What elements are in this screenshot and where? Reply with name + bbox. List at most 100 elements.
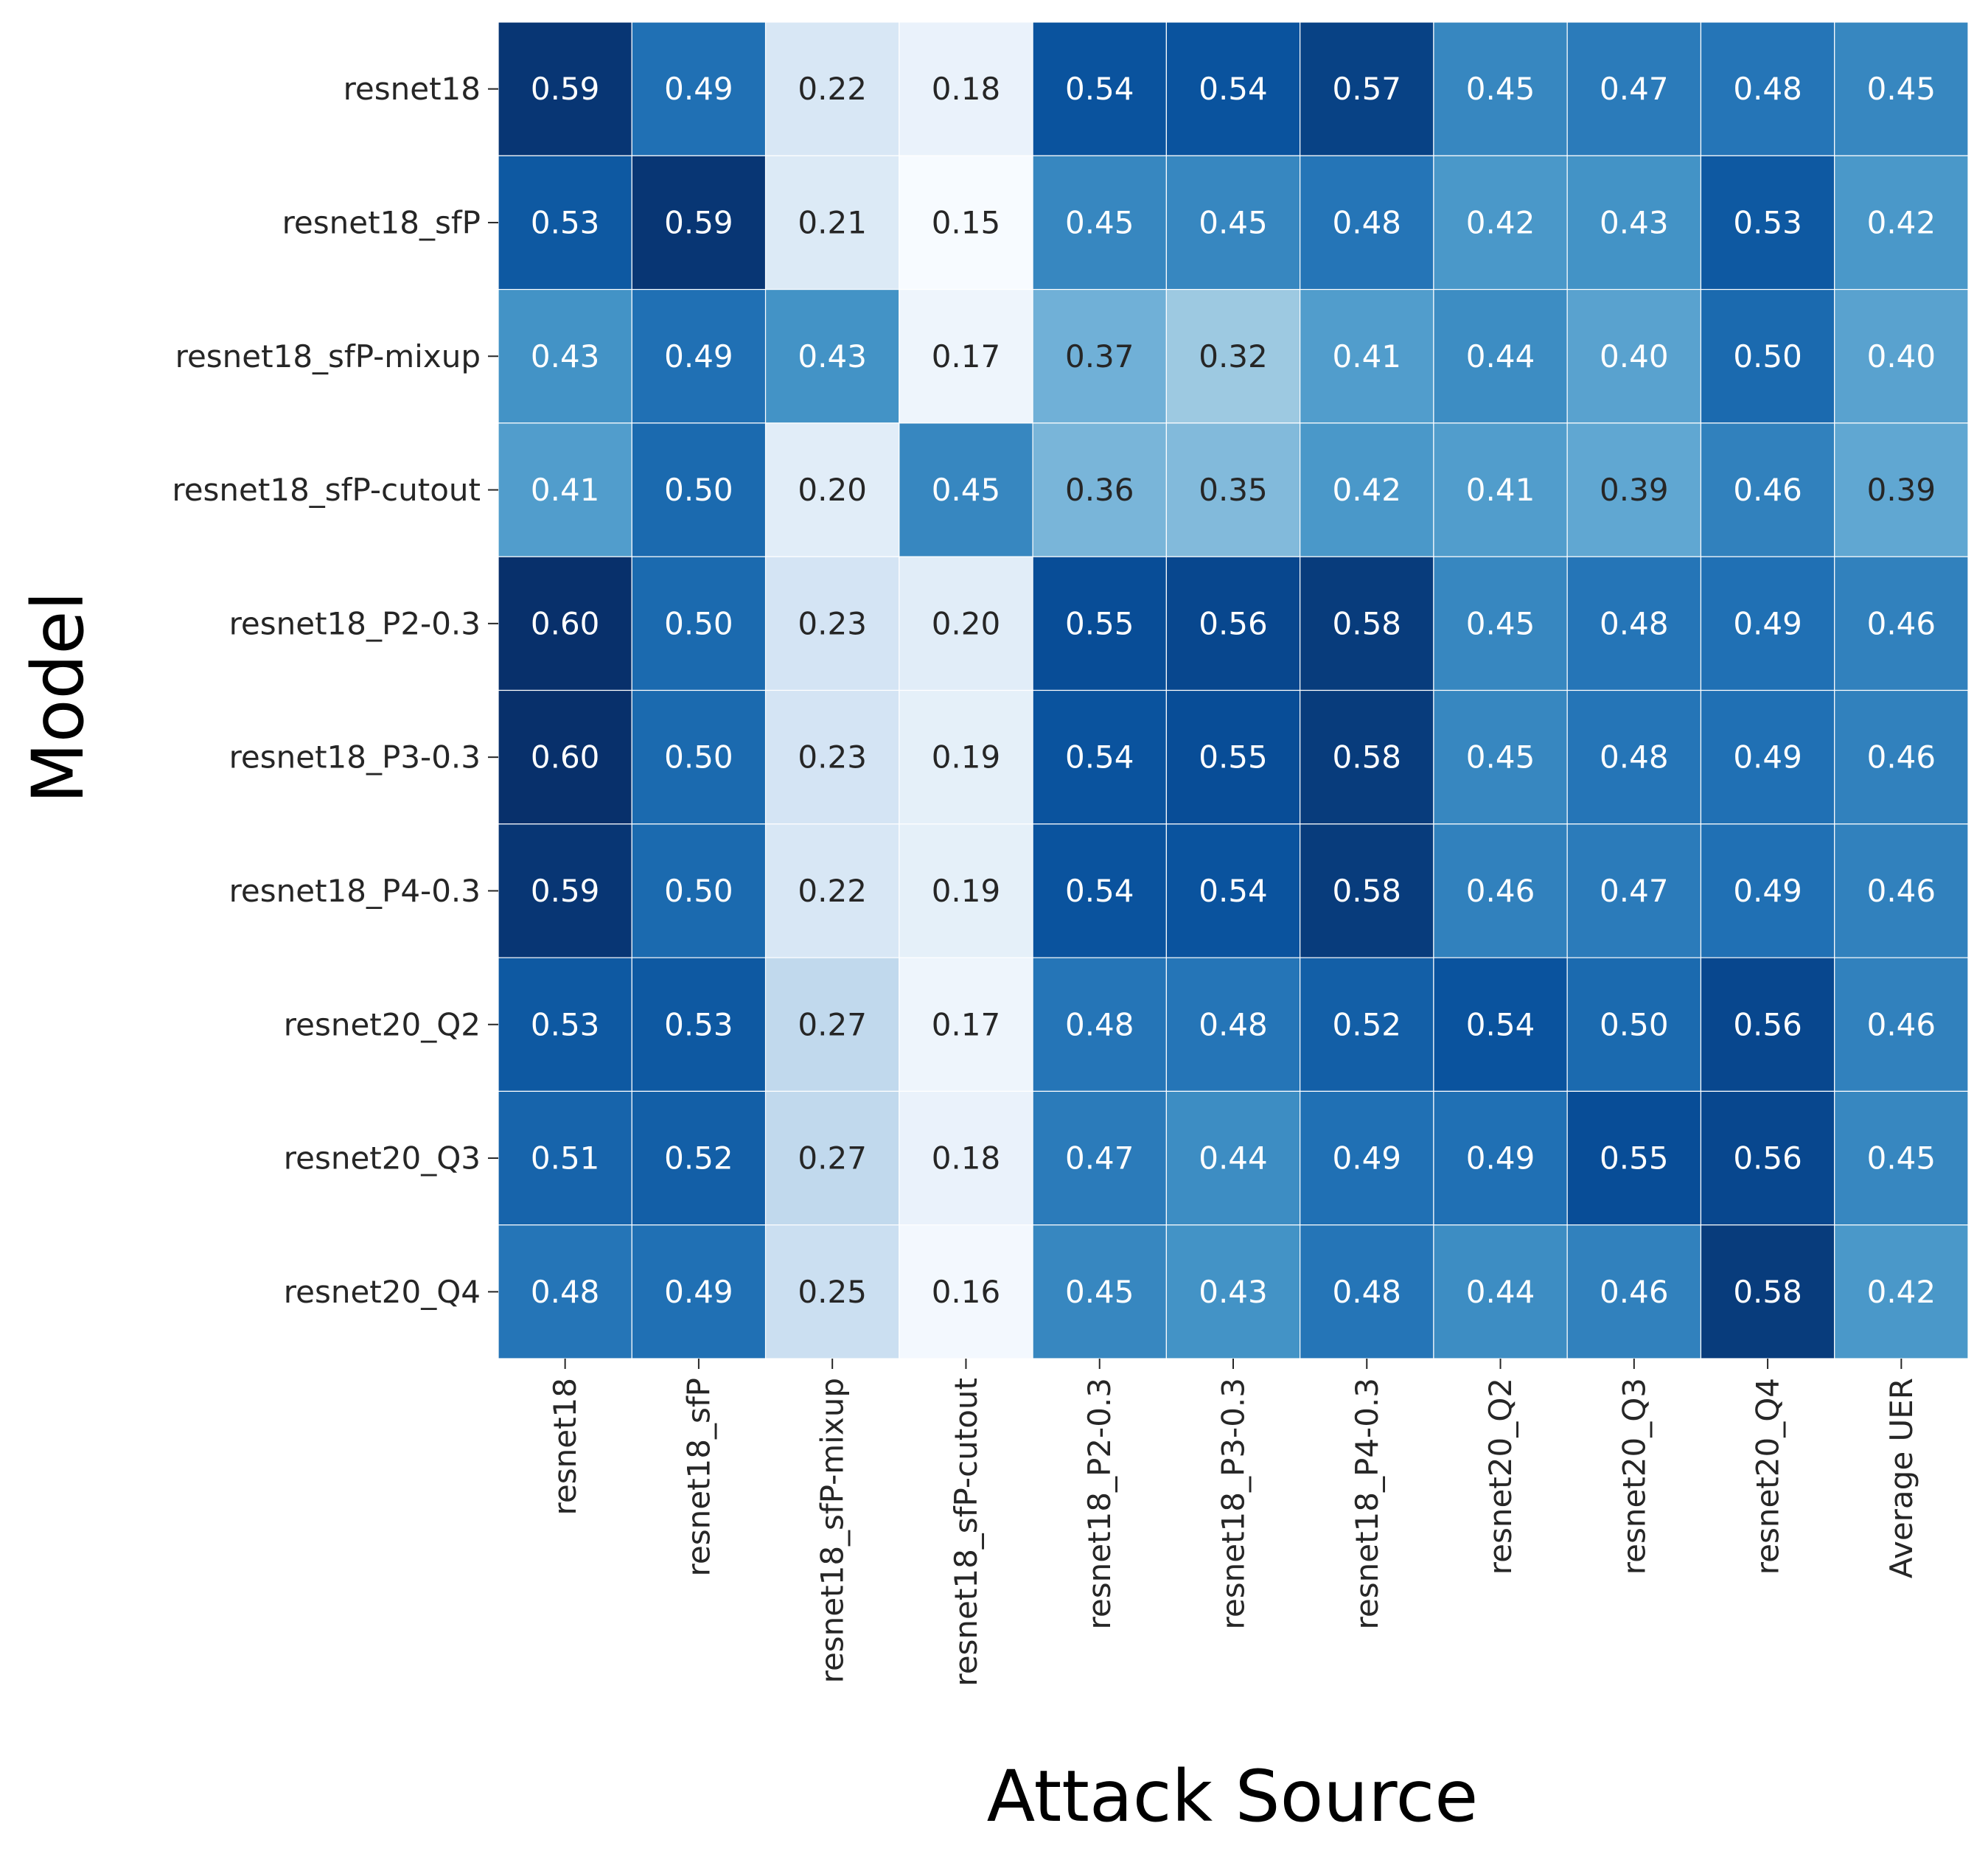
cell-value-label: 0.55 [1065, 605, 1134, 641]
x-tick-label: resnet20_Q4 [1750, 1378, 1786, 1575]
cell-value-label: 0.54 [1199, 873, 1268, 909]
heatmap-cell [1165, 689, 1301, 825]
cell-value-label: 0.48 [1333, 204, 1402, 240]
cell-value-label: 0.58 [1333, 873, 1402, 909]
cell-value-label: 0.22 [798, 873, 867, 909]
cell-value-label: 0.46 [1867, 605, 1936, 641]
cell-value-label: 0.58 [1333, 605, 1402, 641]
heatmap-cell [1300, 823, 1434, 958]
cell-value-label: 0.44 [1466, 1274, 1535, 1310]
x-tick-label: resnet20_Q3 [1616, 1378, 1652, 1575]
heatmap-cell [1165, 155, 1301, 290]
heatmap-cell [1300, 957, 1434, 1092]
y-axis-title: Model [17, 591, 100, 804]
cell-value-label: 0.59 [664, 204, 733, 240]
y-axis: resnet18 resnet18_sfP resnet18_sfP-mixupre… [172, 71, 498, 1310]
heatmap-cell [1700, 21, 1835, 156]
heatmap-cell [1165, 289, 1301, 424]
cell-value-label: 0.49 [1333, 1140, 1402, 1177]
cell-value-label: 0.43 [531, 338, 600, 374]
heatmap-cell [1165, 823, 1301, 958]
cell-value-label: 0.23 [798, 605, 867, 641]
cell-value-label: 0.23 [798, 739, 867, 776]
heatmap-cell [1700, 823, 1835, 958]
cell-value-label: 0.18 [932, 71, 1001, 107]
heatmap-cell [1300, 289, 1434, 424]
heatmap-cell [498, 155, 632, 290]
cell-value-label: 0.21 [798, 204, 867, 240]
cell-value-label: 0.49 [1466, 1140, 1535, 1177]
cell-value-label: 0.53 [1733, 204, 1802, 240]
heatmap-cell [1300, 689, 1434, 825]
cell-value-label: 0.20 [798, 472, 867, 508]
heatmap-cell [1165, 1090, 1301, 1226]
cell-value-label: 0.56 [1733, 1140, 1802, 1177]
cell-value-label: 0.54 [1065, 873, 1134, 909]
cell-value-label: 0.55 [1600, 1140, 1669, 1177]
cell-value-label: 0.22 [798, 71, 867, 107]
cell-value-label: 0.60 [531, 739, 600, 776]
heatmap-cell [899, 1090, 1033, 1226]
heatmap-cell [1566, 1090, 1702, 1226]
cell-value-label: 0.47 [1600, 873, 1669, 909]
heatmap-cell [899, 556, 1033, 691]
cell-value-label: 0.41 [1466, 472, 1535, 508]
heatmap-cell [1300, 1224, 1434, 1359]
heatmap-cell [631, 556, 767, 691]
heatmap-cell [1566, 689, 1702, 825]
x-tick-label: resnet18_sfP-mixup [815, 1378, 851, 1683]
heatmap-cell [1433, 957, 1568, 1092]
x-tick-label: resnet18 [547, 1378, 583, 1515]
cell-value-label: 0.17 [932, 1006, 1001, 1042]
cell-value-label: 0.46 [1466, 873, 1535, 909]
heatmap-cell [498, 21, 632, 156]
heatmap-cell [899, 21, 1033, 156]
x-tick-label: resnet18_P2-0.3 [1081, 1378, 1117, 1629]
heatmap-cell [1165, 556, 1301, 691]
heatmap-cell [1032, 556, 1167, 691]
cell-value-label: 0.42 [1867, 1274, 1936, 1310]
heatmap-cell [498, 1090, 632, 1226]
cell-value-label: 0.36 [1065, 472, 1134, 508]
cell-value-label: 0.46 [1733, 472, 1802, 508]
heatmap-cell [1566, 1224, 1702, 1359]
heatmap-cell [1032, 422, 1167, 557]
heatmap-cell [1032, 957, 1167, 1092]
cell-value-label: 0.48 [1333, 1274, 1402, 1310]
x-tick-label: resnet18_P4-0.3 [1349, 1378, 1385, 1629]
cell-value-label: 0.19 [932, 739, 1001, 776]
cell-value-label: 0.41 [1333, 338, 1402, 374]
x-axis: resnet18 resnet18_sfP resnet18_sfP-mixup re… [547, 1359, 1919, 1687]
cell-value-label: 0.27 [798, 1140, 867, 1177]
heatmap-cell [764, 1224, 900, 1359]
cell-value-label: 0.51 [531, 1140, 600, 1177]
cell-value-label: 0.45 [1466, 739, 1535, 776]
cell-value-label: 0.37 [1065, 338, 1134, 374]
cell-value-label: 0.50 [664, 605, 733, 641]
heatmap-cell [1300, 21, 1434, 156]
heatmap-cell [764, 422, 900, 557]
cell-value-label: 0.45 [1466, 605, 1535, 641]
x-axis-title: Attack Source [987, 1755, 1479, 1838]
y-tick-label: resnet18 [343, 71, 481, 107]
cell-value-label: 0.40 [1867, 338, 1936, 374]
heatmap-cell [1165, 422, 1301, 557]
heatmap-cell [498, 1224, 632, 1359]
heatmap-cell [1834, 155, 1969, 290]
cell-value-label: 0.46 [1867, 1006, 1936, 1042]
heatmap-cell [764, 556, 900, 691]
heatmap-cell [1834, 1224, 1969, 1359]
cell-value-label: 0.49 [664, 71, 733, 107]
heatmap-cell [764, 21, 900, 156]
cell-value-label: 0.58 [1333, 739, 1402, 776]
heatmap-cell [1700, 556, 1835, 691]
y-tick-label: resnet20_Q2 [284, 1006, 481, 1042]
heatmap-cell [899, 689, 1033, 825]
heatmap-cell [1433, 823, 1568, 958]
heatmap-cell [1300, 422, 1434, 557]
heatmap-cell [1834, 422, 1969, 557]
heatmap-cell [1700, 1090, 1835, 1226]
heatmap-cell [1834, 1090, 1969, 1226]
cell-value-label: 0.32 [1199, 338, 1268, 374]
cell-value-label: 0.53 [531, 1006, 600, 1042]
